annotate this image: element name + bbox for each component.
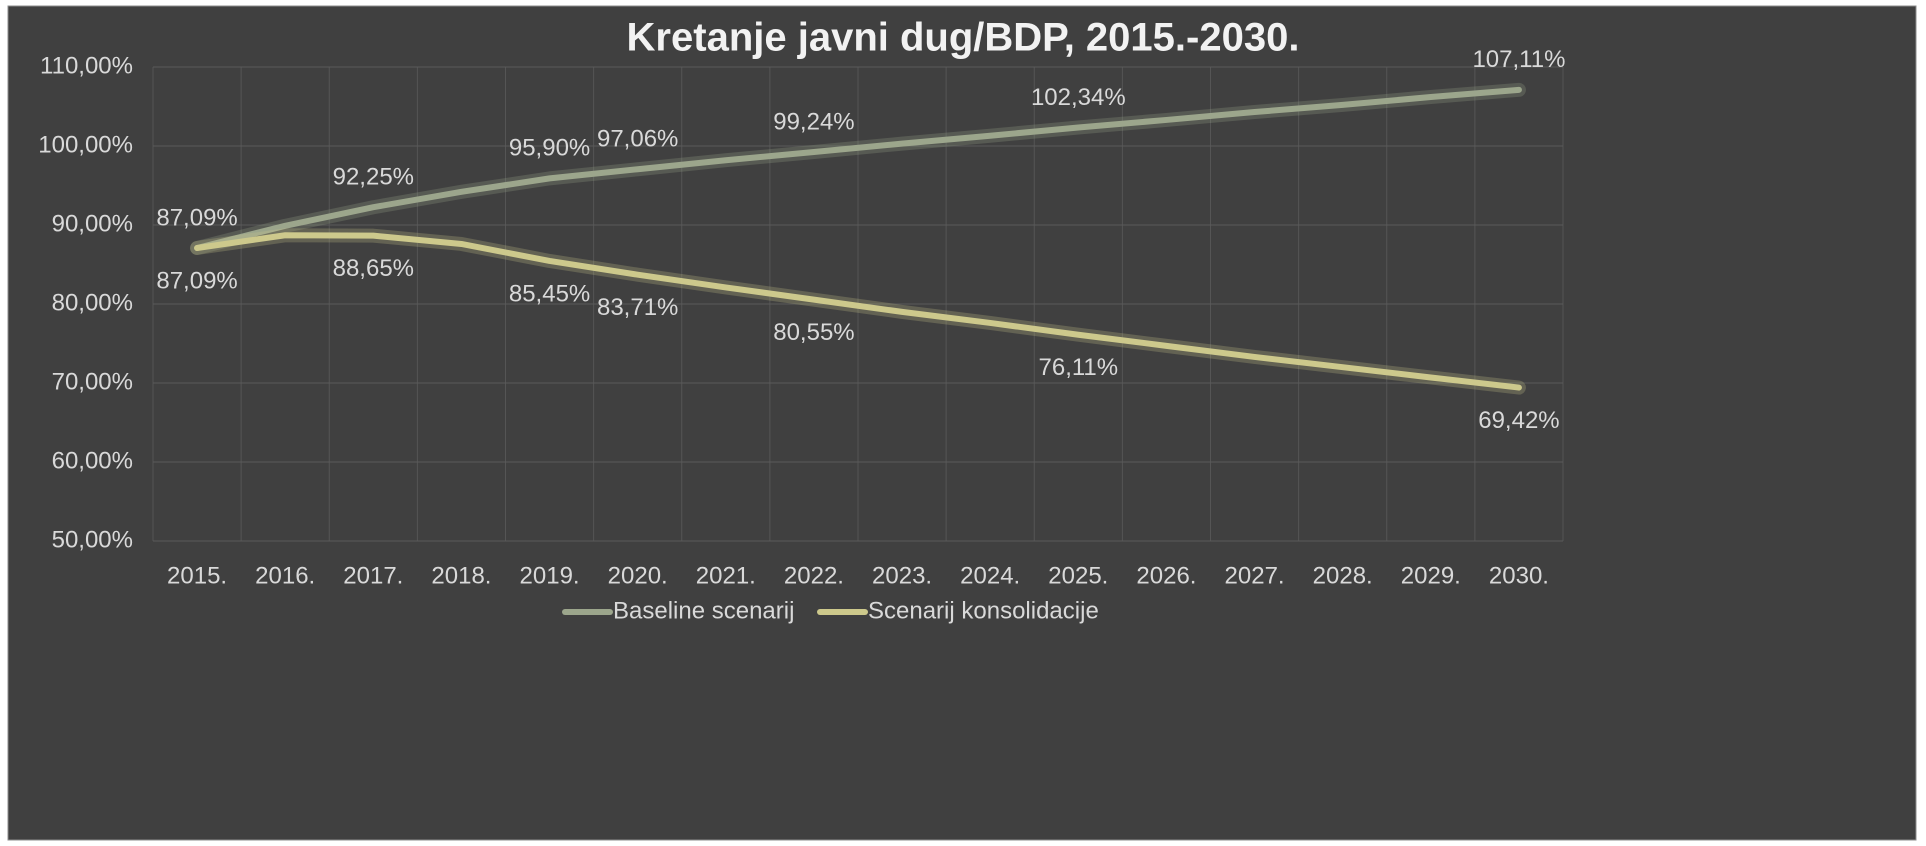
chart-title: Kretanje javni dug/BDP, 2015.-2030. xyxy=(627,16,1300,60)
data-label: 92,25% xyxy=(333,164,414,191)
x-tick-label: 2022. xyxy=(784,562,844,589)
y-tick-label: 70,00% xyxy=(52,368,133,395)
y-tick-label: 80,00% xyxy=(52,289,133,316)
legend-label: Baseline scenarij xyxy=(613,597,794,624)
x-tick-label: 2027. xyxy=(1225,562,1285,589)
x-tick-label: 2018. xyxy=(431,562,491,589)
x-tick-label: 2028. xyxy=(1313,562,1373,589)
data-label: 85,45% xyxy=(509,280,590,307)
data-label: 87,09% xyxy=(156,267,237,294)
x-tick-label: 2016. xyxy=(255,562,315,589)
data-label: 76,11% xyxy=(1039,354,1119,381)
x-tick-label: 2026. xyxy=(1136,562,1196,589)
chart-background xyxy=(7,5,1917,841)
legend-label: Scenarij konsolidacije xyxy=(868,597,1099,624)
data-label: 88,65% xyxy=(333,255,414,282)
x-tick-label: 2017. xyxy=(343,562,403,589)
x-tick-label: 2029. xyxy=(1401,562,1461,589)
x-tick-label: 2015. xyxy=(167,562,227,589)
data-label: 95,90% xyxy=(509,135,590,162)
x-tick-label: 2024. xyxy=(960,562,1020,589)
data-label: 102,34% xyxy=(1031,84,1126,111)
data-label: 80,55% xyxy=(773,319,854,346)
data-label: 99,24% xyxy=(773,108,854,135)
x-tick-label: 2025. xyxy=(1048,562,1108,589)
x-tick-label: 2021. xyxy=(696,562,756,589)
x-tick-label: 2020. xyxy=(608,562,668,589)
y-tick-label: 110,00% xyxy=(40,52,133,79)
x-tick-label: 2030. xyxy=(1489,562,1549,589)
series-line xyxy=(194,86,1522,251)
y-tick-label: 90,00% xyxy=(52,210,133,237)
data-label: 97,06% xyxy=(597,126,678,153)
x-tick-label: 2019. xyxy=(520,562,580,589)
x-tick-label: 2023. xyxy=(872,562,932,589)
data-label: 107,11% xyxy=(1472,46,1565,73)
data-label: 87,09% xyxy=(156,204,237,231)
series-line xyxy=(194,232,1522,391)
y-tick-label: 50,00% xyxy=(52,526,133,553)
y-tick-label: 100,00% xyxy=(38,131,133,158)
data-label: 83,71% xyxy=(597,294,678,321)
data-label: 69,42% xyxy=(1478,407,1559,434)
y-tick-label: 60,00% xyxy=(52,447,133,474)
